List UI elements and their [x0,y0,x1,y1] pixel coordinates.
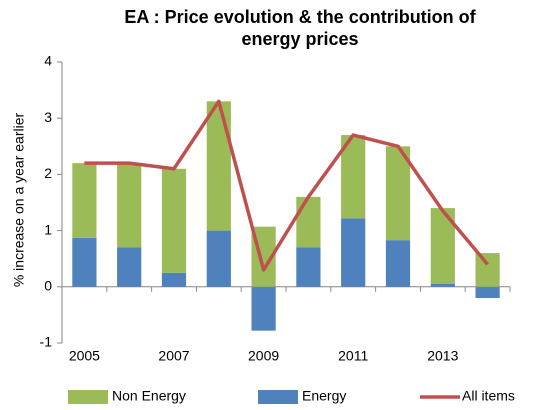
y-tick-label: -1 [40,334,53,350]
y-tick-label: 2 [44,165,52,181]
legend-swatch [258,390,298,404]
legend-label: Energy [302,388,346,404]
bar [296,247,321,287]
x-tick-label: 2007 [158,348,189,364]
legend-label: All items [462,388,515,404]
bar [206,101,231,231]
bar [475,286,500,299]
bar [206,230,231,287]
bar [430,283,455,287]
bar [161,272,187,287]
bar [296,196,321,248]
x-tick-label: 2011 [338,348,368,364]
y-tick-label: 0 [44,278,52,294]
bar [72,237,97,287]
x-tick-label: 2005 [69,348,100,364]
bar [161,168,187,273]
x-tick-label: 2013 [427,348,458,364]
bar [385,146,411,241]
bar [117,163,142,248]
bar [72,163,97,238]
x-tick-label: 2009 [248,348,279,364]
line [84,99,489,272]
chart-title: EA : Price evolution & the contribution … [124,7,476,49]
bar [475,253,500,287]
legend-label: Non Energy [112,388,186,404]
bar [117,247,142,287]
y-tick-label: 3 [44,109,52,125]
y-tick-label: 1 [44,221,52,237]
bar [341,218,366,287]
y-tick-label: 4 [44,53,52,69]
bar [385,240,411,287]
bar [251,286,276,331]
y-axis-label: % increase on a year earlier [11,113,27,288]
legend-swatch [68,390,108,404]
